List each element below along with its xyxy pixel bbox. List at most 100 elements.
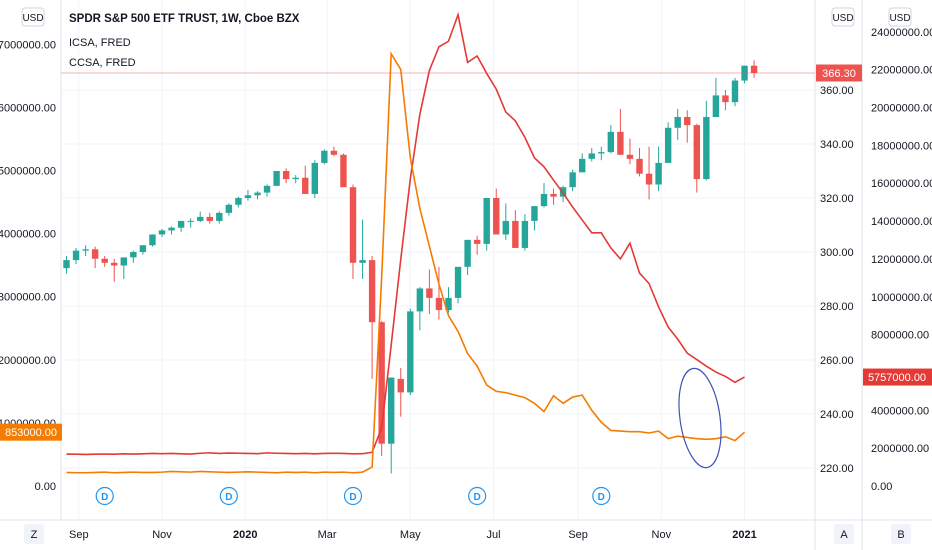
candle-body: [139, 245, 147, 252]
candle-body: [225, 204, 233, 213]
right-tick-label: 2000000.00: [871, 443, 929, 455]
left-axis-ticks: 7000000.00 6000000.00 5000000.00 4000000.00…: [0, 39, 56, 493]
auto-scale-button-a[interactable]: [834, 524, 854, 544]
right-tick-label: 24000000.00: [871, 27, 932, 39]
candle-body: [168, 227, 175, 231]
dividend-marker-label: D: [225, 492, 232, 503]
right-axis-ticks: 26000000.00 24000000.00 22000000.00 2000000…: [871, 0, 932, 493]
candle-body: [521, 220, 529, 248]
icsa-series-line: [66, 51, 746, 474]
time-axis-ticks: Sep Nov 2020 Mar May Jul Sep Nov 2021: [69, 529, 757, 541]
x-tick-label: Nov: [652, 529, 672, 541]
ccsa-last-value-label: 5757000.00: [868, 372, 926, 384]
x-tick-label: May: [400, 529, 421, 541]
bottom-buttons: Z A B: [24, 524, 911, 544]
candle-body: [244, 195, 252, 198]
gridlines: [61, 0, 815, 520]
legend-ccsa: CCSA, FRED: [69, 57, 136, 69]
candle-body: [187, 220, 194, 222]
usd-button-right[interactable]: [888, 7, 912, 27]
candle-body: [693, 125, 700, 180]
candle-body: [368, 260, 376, 323]
candle-body: [282, 171, 290, 180]
auto-scale-button-b[interactable]: [891, 524, 911, 544]
right-tick-label: 22000000.00: [871, 65, 932, 77]
candle-body: [302, 177, 309, 194]
usd-label-left: USD: [22, 13, 43, 24]
candle-body: [311, 162, 318, 194]
left-tick-label: 6000000.00: [0, 102, 56, 114]
ellipse-annotation[interactable]: [673, 366, 727, 471]
dividend-marker[interactable]: [592, 486, 611, 506]
candle-body: [158, 230, 166, 235]
spy-last-value-label: 366.30: [822, 68, 856, 80]
x-tick-label: Sep: [568, 529, 588, 541]
candle-body: [149, 234, 156, 246]
candle-body: [63, 260, 70, 269]
right-tick-label: 4000000.00: [871, 405, 929, 417]
right-tick-label: 26000000.00: [871, 0, 932, 1]
candle-body: [426, 288, 433, 298]
left-tick-label: 2000000.00: [0, 355, 56, 367]
left-tick-label: 4000000.00: [0, 229, 56, 241]
candle-body: [72, 250, 80, 261]
candle-body: [703, 117, 710, 180]
last-value-tags: 853000.00 366.30 5757000.00: [0, 64, 932, 441]
left-tick-label: 0.00: [35, 481, 56, 493]
candle-body: [645, 173, 653, 185]
candle-body: [416, 288, 424, 312]
candle-body: [464, 239, 471, 267]
candle-body: [502, 220, 509, 235]
candle-body: [607, 131, 615, 153]
chart-title: SPDR S&P 500 ETF TRUST, 1W, Cboe BZX: [69, 13, 300, 25]
left-tick-label: 7000000.00: [0, 39, 56, 51]
candle-body: [598, 152, 605, 154]
candle-body: [263, 185, 271, 193]
dividend-marker-label: D: [474, 492, 481, 503]
icsa-last-value-tag: [0, 423, 62, 441]
mid-axis-ticks: 360.00 340.00 320.00 300.00 280.00 260.00 240.…: [820, 85, 854, 475]
right-tick-label: 10000000.00: [871, 292, 932, 304]
candle-body: [349, 187, 357, 263]
dividend-marker[interactable]: [219, 486, 238, 506]
dividend-marker[interactable]: [95, 486, 114, 506]
zoom-button[interactable]: [24, 524, 44, 544]
right-tick-label: 0.00: [871, 481, 892, 493]
zoom-button-label: Z: [31, 529, 38, 541]
candle-body: [473, 239, 481, 244]
right-tick-label: 16000000.00: [871, 178, 932, 190]
candle-body: [340, 154, 347, 188]
x-tick-label: Mar: [318, 529, 337, 541]
candle-body: [397, 378, 404, 393]
right-tick-label: 12000000.00: [871, 254, 932, 266]
x-tick-label: 2020: [233, 529, 257, 541]
spy-last-value-tag: [816, 64, 862, 82]
dividend-marker[interactable]: [468, 486, 487, 506]
auto-scale-b-label: B: [897, 529, 904, 541]
usd-button-left[interactable]: [21, 7, 45, 27]
right-tick-label: 14000000.00: [871, 216, 932, 228]
x-tick-label: 2021: [732, 529, 756, 541]
ccsa-last-value-tag: [863, 368, 932, 386]
dividend-marker[interactable]: [343, 486, 363, 506]
candle-body: [540, 193, 548, 207]
ccsa-series-line: [66, 11, 745, 456]
candle-body: [273, 171, 280, 186]
candle-body: [684, 117, 691, 126]
candle-body: [111, 262, 118, 266]
candle-body: [120, 257, 127, 266]
usd-button-mid[interactable]: [831, 7, 855, 27]
mid-tick-label: 300.00: [820, 247, 854, 259]
candle-body: [664, 127, 672, 163]
usd-label-mid: USD: [832, 13, 853, 24]
candle-body: [454, 266, 462, 298]
mid-tick-label: 340.00: [820, 139, 854, 151]
candle-body: [626, 154, 634, 159]
x-tick-label: Jul: [486, 529, 500, 541]
x-tick-label: Nov: [152, 529, 172, 541]
candle-body: [292, 177, 299, 180]
candle-body: [206, 216, 213, 221]
candle-body: [712, 95, 720, 117]
candle-body: [579, 158, 586, 173]
